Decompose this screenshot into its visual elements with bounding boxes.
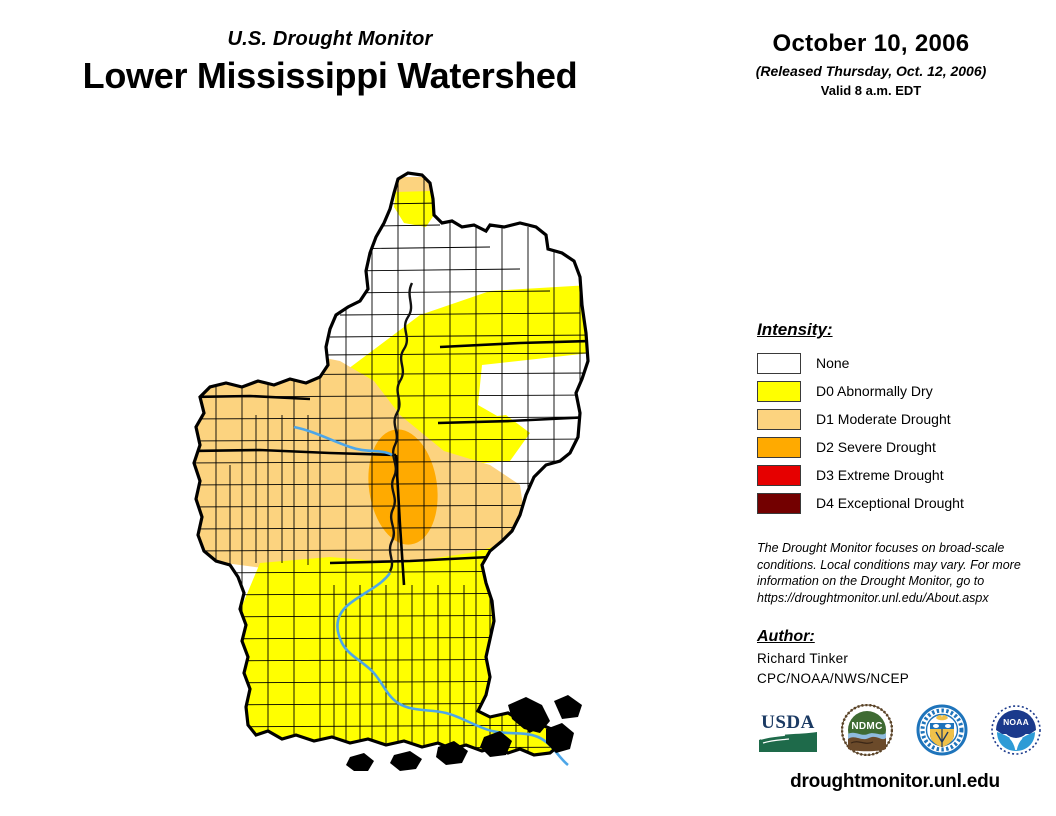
- legend-label-d2: D2 Severe Drought: [816, 439, 936, 455]
- disclaimer-line-3: information on the Drought Monitor, go t…: [757, 574, 985, 589]
- legend-item-none[interactable]: None: [757, 349, 1037, 377]
- valid-time: Valid 8 a.m. EDT: [820, 83, 922, 98]
- disclaimer-line-2: conditions. Local conditions may vary. F…: [757, 557, 1021, 572]
- drought-monitor-subtitle: U.S. Drought Monitor: [227, 28, 433, 50]
- legend: Intensity: None D0 Abnormally Dry D1 Mod…: [757, 320, 1037, 517]
- legend-label-d3: D3 Extreme Drought: [816, 467, 944, 483]
- svg-text:USDA: USDA: [761, 712, 815, 733]
- ndmc-logo[interactable]: NDMC: [841, 703, 894, 761]
- d1-region-west-central: [194, 351, 526, 577]
- svg-text:NOAA: NOAA: [1003, 717, 1029, 727]
- legend-swatch-d4: [757, 492, 801, 514]
- usda-seal-logo[interactable]: [916, 704, 968, 761]
- legend-item-d3[interactable]: D3 Extreme Drought: [757, 461, 1037, 489]
- logo-row: USDA NDMC: [757, 703, 1042, 761]
- author-heading: Author:: [757, 628, 815, 645]
- legend-label-d0: D0 Abnormally Dry: [816, 383, 933, 399]
- watershed-map-svg[interactable]: [190, 165, 590, 790]
- legend-item-d1[interactable]: D1 Moderate Drought: [757, 405, 1037, 433]
- legend-label-none: None: [816, 355, 850, 371]
- mississippi-river-blue: [293, 425, 569, 767]
- drought-map[interactable]: [190, 165, 590, 790]
- usda-logo[interactable]: USDA: [757, 705, 819, 759]
- none-region-east-wedge: [478, 353, 588, 421]
- map-title-block: U.S. Drought Monitor Lower Mississippi W…: [0, 28, 660, 97]
- drought-intensity-layer: [194, 177, 588, 755]
- d2-region-mississippi: [368, 429, 438, 545]
- disclaimer-url[interactable]: https://droughtmonitor.unl.edu/About.asp…: [757, 590, 989, 605]
- valid-date: October 10, 2006: [772, 30, 970, 57]
- legend-swatch-d3: [757, 464, 801, 486]
- page-title: Lower Mississippi Watershed: [82, 55, 578, 96]
- legend-swatch-d1: [757, 408, 801, 430]
- legend-title: Intensity:: [757, 320, 833, 339]
- author-block: Author: Richard Tinker CPC/NOAA/NWS/NCEP: [757, 628, 1037, 686]
- legend-item-d4[interactable]: D4 Exceptional Drought: [757, 489, 1037, 517]
- author-affiliation: CPC/NOAA/NWS/NCEP: [757, 671, 910, 686]
- legend-item-d2[interactable]: D2 Severe Drought: [757, 433, 1037, 461]
- d1-region-north-spur-cap: [396, 177, 431, 192]
- site-url[interactable]: droughtmonitor.unl.edu: [790, 771, 1000, 792]
- d0-region-louisiana: [220, 537, 570, 755]
- legend-swatch-d2: [757, 436, 801, 458]
- legend-item-d0[interactable]: D0 Abnormally Dry: [757, 377, 1037, 405]
- noaa-logo[interactable]: NOAA: [990, 704, 1042, 761]
- legend-label-d1: D1 Moderate Drought: [816, 411, 951, 427]
- date-block: October 10, 2006 (Released Thursday, Oct…: [686, 30, 1056, 98]
- disclaimer-line-1: The Drought Monitor focuses on broad-sca…: [757, 541, 1005, 555]
- svg-text:NDMC: NDMC: [852, 721, 883, 732]
- author-name: Richard Tinker: [757, 651, 849, 666]
- release-date: (Released Thursday, Oct. 12, 2006): [755, 63, 987, 79]
- disclaimer-text: The Drought Monitor focuses on broad-sca…: [757, 540, 1025, 607]
- legend-swatch-none: [757, 352, 801, 374]
- legend-swatch-d0: [757, 380, 801, 402]
- legend-label-d4: D4 Exceptional Drought: [816, 495, 964, 511]
- mississippi-river-north: [388, 282, 414, 572]
